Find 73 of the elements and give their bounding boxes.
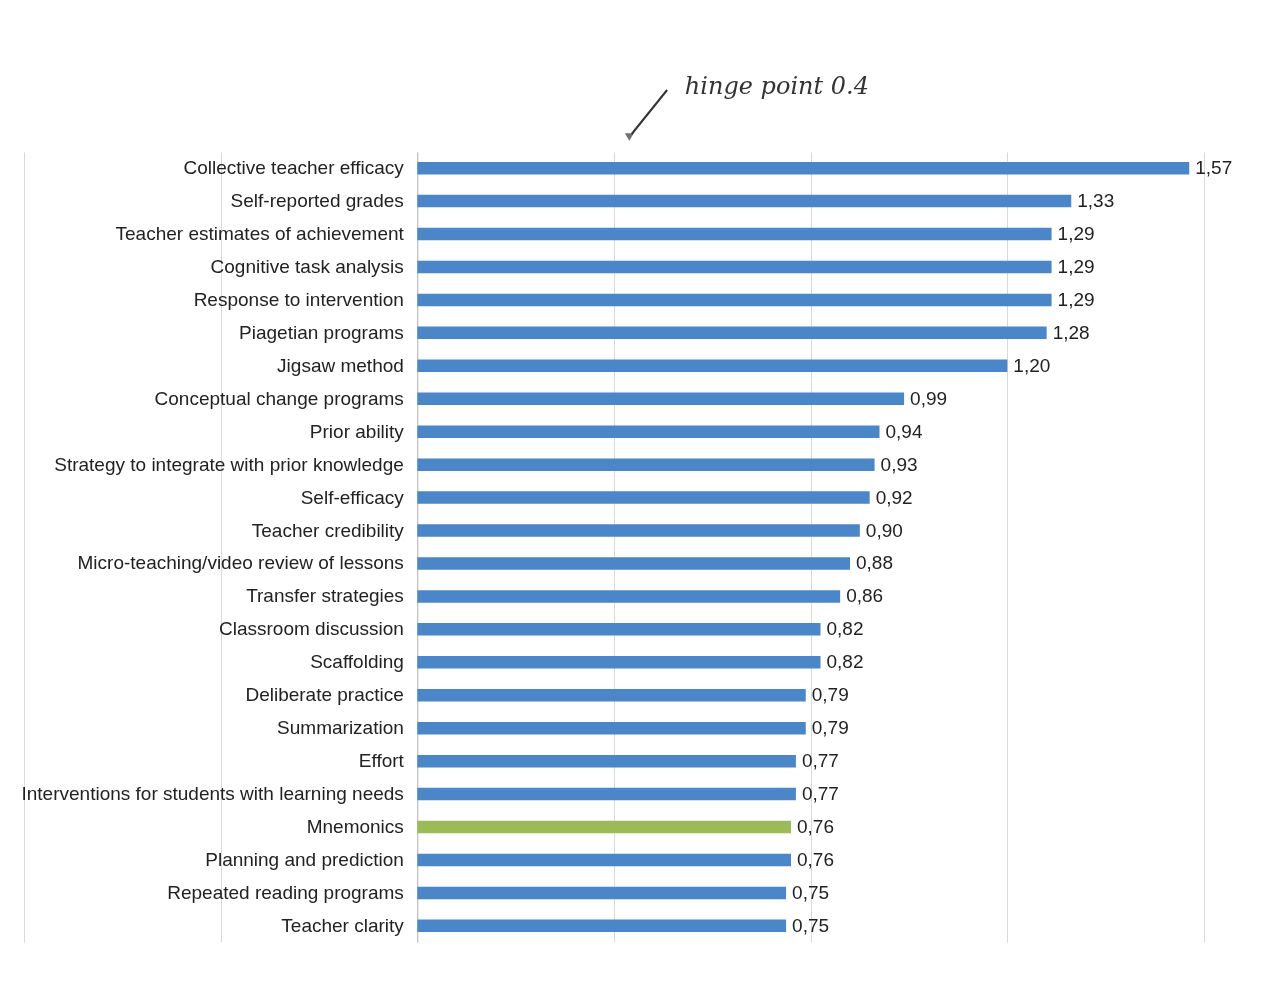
data-label: 0,82: [826, 651, 864, 673]
y-tick-label: Teacher credibility: [251, 519, 405, 541]
bar: [417, 919, 787, 933]
y-tick-label: Transfer strategies: [246, 585, 404, 607]
data-label: 0,79: [811, 684, 849, 706]
y-tick-label: Self-reported grades: [230, 190, 404, 212]
y-tick-label: Effort: [358, 750, 405, 772]
y-tick-label: Deliberate practice: [245, 684, 404, 706]
bar: [417, 590, 841, 603]
data-label: 0,75: [792, 881, 830, 903]
data-label: 0,99: [910, 387, 948, 409]
bar: [417, 754, 796, 768]
bar: [417, 886, 787, 900]
data-label: 0,76: [797, 848, 834, 870]
bar: [417, 161, 1190, 175]
data-label: 0,75: [792, 914, 830, 936]
y-tick-label: Micro-teaching/video review of lessons: [77, 552, 404, 574]
y-tick-label: Jigsaw method: [277, 354, 404, 376]
y-tick-label: Prior ability: [309, 420, 405, 442]
bar: [417, 721, 806, 735]
y-tick-label: Planning and prediction: [205, 848, 404, 870]
bar: [417, 260, 1052, 274]
data-label: 0,94: [885, 420, 923, 442]
bar: [417, 853, 791, 867]
y-tick-label: Teacher estimates of achievement: [115, 223, 405, 245]
data-label: 1,29: [1057, 255, 1095, 277]
data-label: 0,77: [801, 783, 839, 805]
y-tick-label: Classroom discussion: [219, 618, 404, 640]
data-label: 1,28: [1052, 321, 1090, 343]
data-label: 1,33: [1077, 190, 1115, 212]
data-label: 0,79: [811, 717, 849, 739]
y-tick-label: Collective teacher efficacy: [183, 157, 405, 179]
bar: [417, 557, 850, 570]
data-label: 0,76: [797, 816, 834, 838]
y-tick-label: Response to intervention: [193, 288, 404, 310]
data-label: 0,77: [801, 750, 839, 772]
y-tick-label: Strategy to integrate with prior knowledge: [54, 453, 404, 475]
y-tick-label: Piagetian programs: [239, 321, 404, 343]
y-tick-label: Cognitive task analysis: [210, 255, 404, 277]
data-label: 0,90: [865, 519, 903, 541]
data-label: 1,57: [1195, 157, 1233, 179]
bar: [417, 688, 806, 702]
y-tick-label: Repeated reading programs: [167, 881, 404, 903]
data-label: 1,20: [1013, 354, 1051, 376]
bar: [417, 623, 821, 636]
data-label: 0,93: [880, 453, 918, 475]
bar: [417, 293, 1052, 307]
y-tick-label: Self-efficacy: [300, 486, 405, 508]
bar: [417, 392, 905, 406]
bar: [417, 425, 880, 438]
bar: [417, 458, 875, 471]
data-label: 0,92: [875, 486, 913, 508]
y-tick-label: Summarization: [277, 717, 404, 739]
y-tick-label: Teacher clarity: [281, 914, 405, 936]
data-label: 0,86: [846, 585, 884, 607]
bar: [417, 787, 796, 801]
bar: [417, 656, 821, 669]
y-tick-label: Interventions for students with learning needs: [21, 783, 404, 805]
data-label: 0,82: [826, 618, 864, 640]
bar: [417, 326, 1047, 340]
data-label: 0,88: [856, 552, 893, 574]
bar: [417, 491, 870, 504]
bar: [417, 524, 860, 537]
bar: [417, 227, 1052, 241]
text: hinge point 0.4: [684, 72, 869, 100]
y-tick-label: Conceptual change programs: [154, 387, 404, 409]
data-label: 1,29: [1057, 223, 1095, 245]
bar: [417, 194, 1072, 208]
bar: [417, 359, 1008, 373]
y-tick-label: Mnemonics: [306, 816, 404, 838]
bar: [417, 820, 791, 834]
y-tick-label: Scaffolding: [310, 651, 404, 673]
data-label: 1,29: [1057, 288, 1095, 310]
